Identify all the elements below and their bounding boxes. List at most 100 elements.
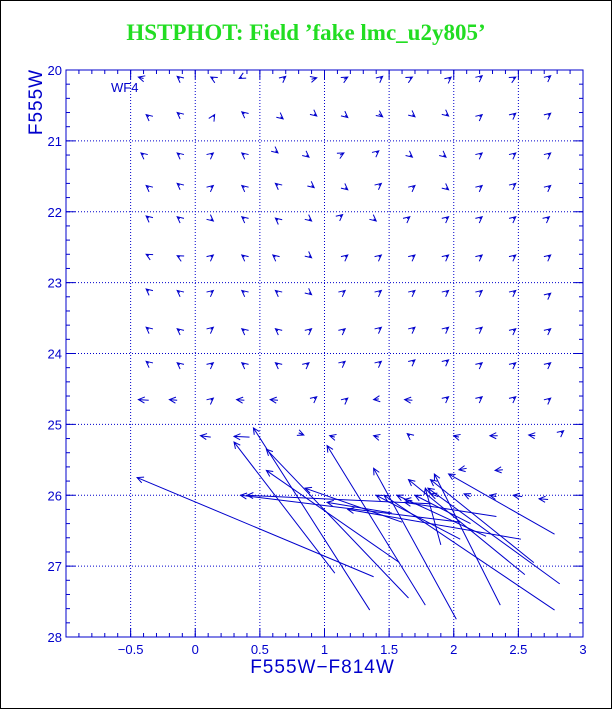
y-tick-label: 28 [48, 630, 62, 645]
data-arrow-long [429, 478, 535, 563]
data-arrow [340, 76, 349, 84]
data-arrow-long [373, 467, 457, 620]
data-arrow [408, 184, 416, 193]
y-tick-label: 21 [48, 134, 62, 149]
data-arrow [206, 184, 215, 193]
data-arrow [176, 215, 185, 224]
data-arrow [209, 76, 218, 84]
data-arrow [240, 327, 249, 336]
data-arrow [508, 289, 517, 297]
data-arrow [206, 152, 215, 160]
data-arrow [274, 217, 283, 225]
panel-label: WF4 [111, 80, 138, 95]
data-arrow [408, 326, 416, 334]
data-arrow [340, 254, 349, 262]
data-arrow [340, 183, 349, 191]
y-tick-label: 27 [48, 559, 62, 574]
data-arrow [403, 396, 413, 404]
data-arrow [340, 397, 349, 405]
data-arrow [475, 184, 484, 193]
data-arrow [374, 326, 383, 334]
data-arrow [278, 75, 287, 83]
data-arrow [176, 152, 185, 160]
data-arrow [488, 493, 497, 500]
data-arrow [304, 327, 313, 336]
data-arrow [543, 361, 552, 370]
data-arrow [372, 395, 381, 403]
data-arrow-long [233, 441, 336, 574]
data-arrow [508, 327, 517, 336]
data-arrow [206, 397, 215, 405]
data-arrow [145, 288, 154, 296]
data-arrow [176, 289, 185, 297]
data-arrow [475, 396, 484, 404]
y-tick-label: 22 [48, 205, 62, 220]
y-tick-label: 24 [48, 347, 62, 362]
data-arrow [176, 255, 185, 262]
data-arrow [537, 495, 549, 503]
data-arrow [475, 289, 484, 297]
data-arrow [206, 326, 215, 334]
data-arrow [374, 289, 383, 297]
data-arrow [304, 288, 313, 296]
data-arrow-long [413, 494, 471, 525]
data-arrow [240, 111, 249, 119]
data-arrow [488, 432, 498, 440]
data-arrow [199, 433, 211, 441]
data-arrow [475, 326, 484, 334]
x-tick-label: 1.5 [380, 642, 398, 657]
data-arrow [508, 112, 517, 120]
data-arrow-long [426, 487, 561, 585]
data-arrow [406, 432, 415, 441]
data-arrow [206, 361, 215, 370]
x-tick-label: 1 [321, 642, 328, 657]
data-arrow [457, 465, 467, 473]
data-arrow-long [433, 472, 501, 606]
data-arrow [240, 289, 249, 297]
data-arrow [274, 289, 283, 297]
x-tick-label: 0.5 [251, 642, 269, 657]
data-arrow [206, 214, 215, 222]
data-arrow [176, 182, 185, 190]
data-arrow [369, 214, 378, 222]
data-arrow [296, 429, 305, 436]
data-arrow [176, 327, 185, 336]
data-arrow [402, 215, 411, 224]
data-arrow [338, 327, 347, 336]
data-arrow [441, 109, 450, 117]
data-arrow [408, 254, 416, 262]
data-arrow [543, 292, 552, 300]
data-arrow [508, 396, 517, 404]
data-arrow [309, 396, 318, 404]
data-arrow [543, 184, 552, 193]
data-arrow [542, 215, 551, 224]
data-arrow [304, 251, 313, 259]
data-arrow [240, 254, 249, 262]
data-arrow [240, 215, 249, 224]
data-arrow [512, 492, 523, 500]
data-arrow [475, 74, 484, 83]
data-arrow [371, 150, 380, 158]
data-arrow [543, 254, 552, 262]
data-arrow [441, 183, 450, 191]
data-arrow [372, 433, 381, 441]
data-arrow [145, 253, 154, 261]
data-arrow [340, 110, 349, 119]
data-arrow [307, 181, 316, 189]
data-arrow [137, 396, 149, 404]
x-tick-label: 3 [579, 642, 586, 657]
x-tick-label: 2.5 [509, 642, 527, 657]
data-arrow-long [447, 473, 555, 535]
data-arrow [508, 76, 517, 84]
data-arrow-long [375, 494, 461, 540]
y-axis-label: F555W [26, 69, 47, 135]
data-arrow [408, 110, 416, 118]
data-arrow [493, 466, 503, 474]
y-tick-label: 20 [48, 63, 62, 78]
data-arrow [405, 150, 414, 158]
data-arrow [240, 361, 249, 370]
data-arrow [527, 432, 536, 440]
data-arrow [274, 327, 283, 336]
x-tick-label: 2 [450, 642, 457, 657]
data-arrow-long [136, 476, 374, 578]
